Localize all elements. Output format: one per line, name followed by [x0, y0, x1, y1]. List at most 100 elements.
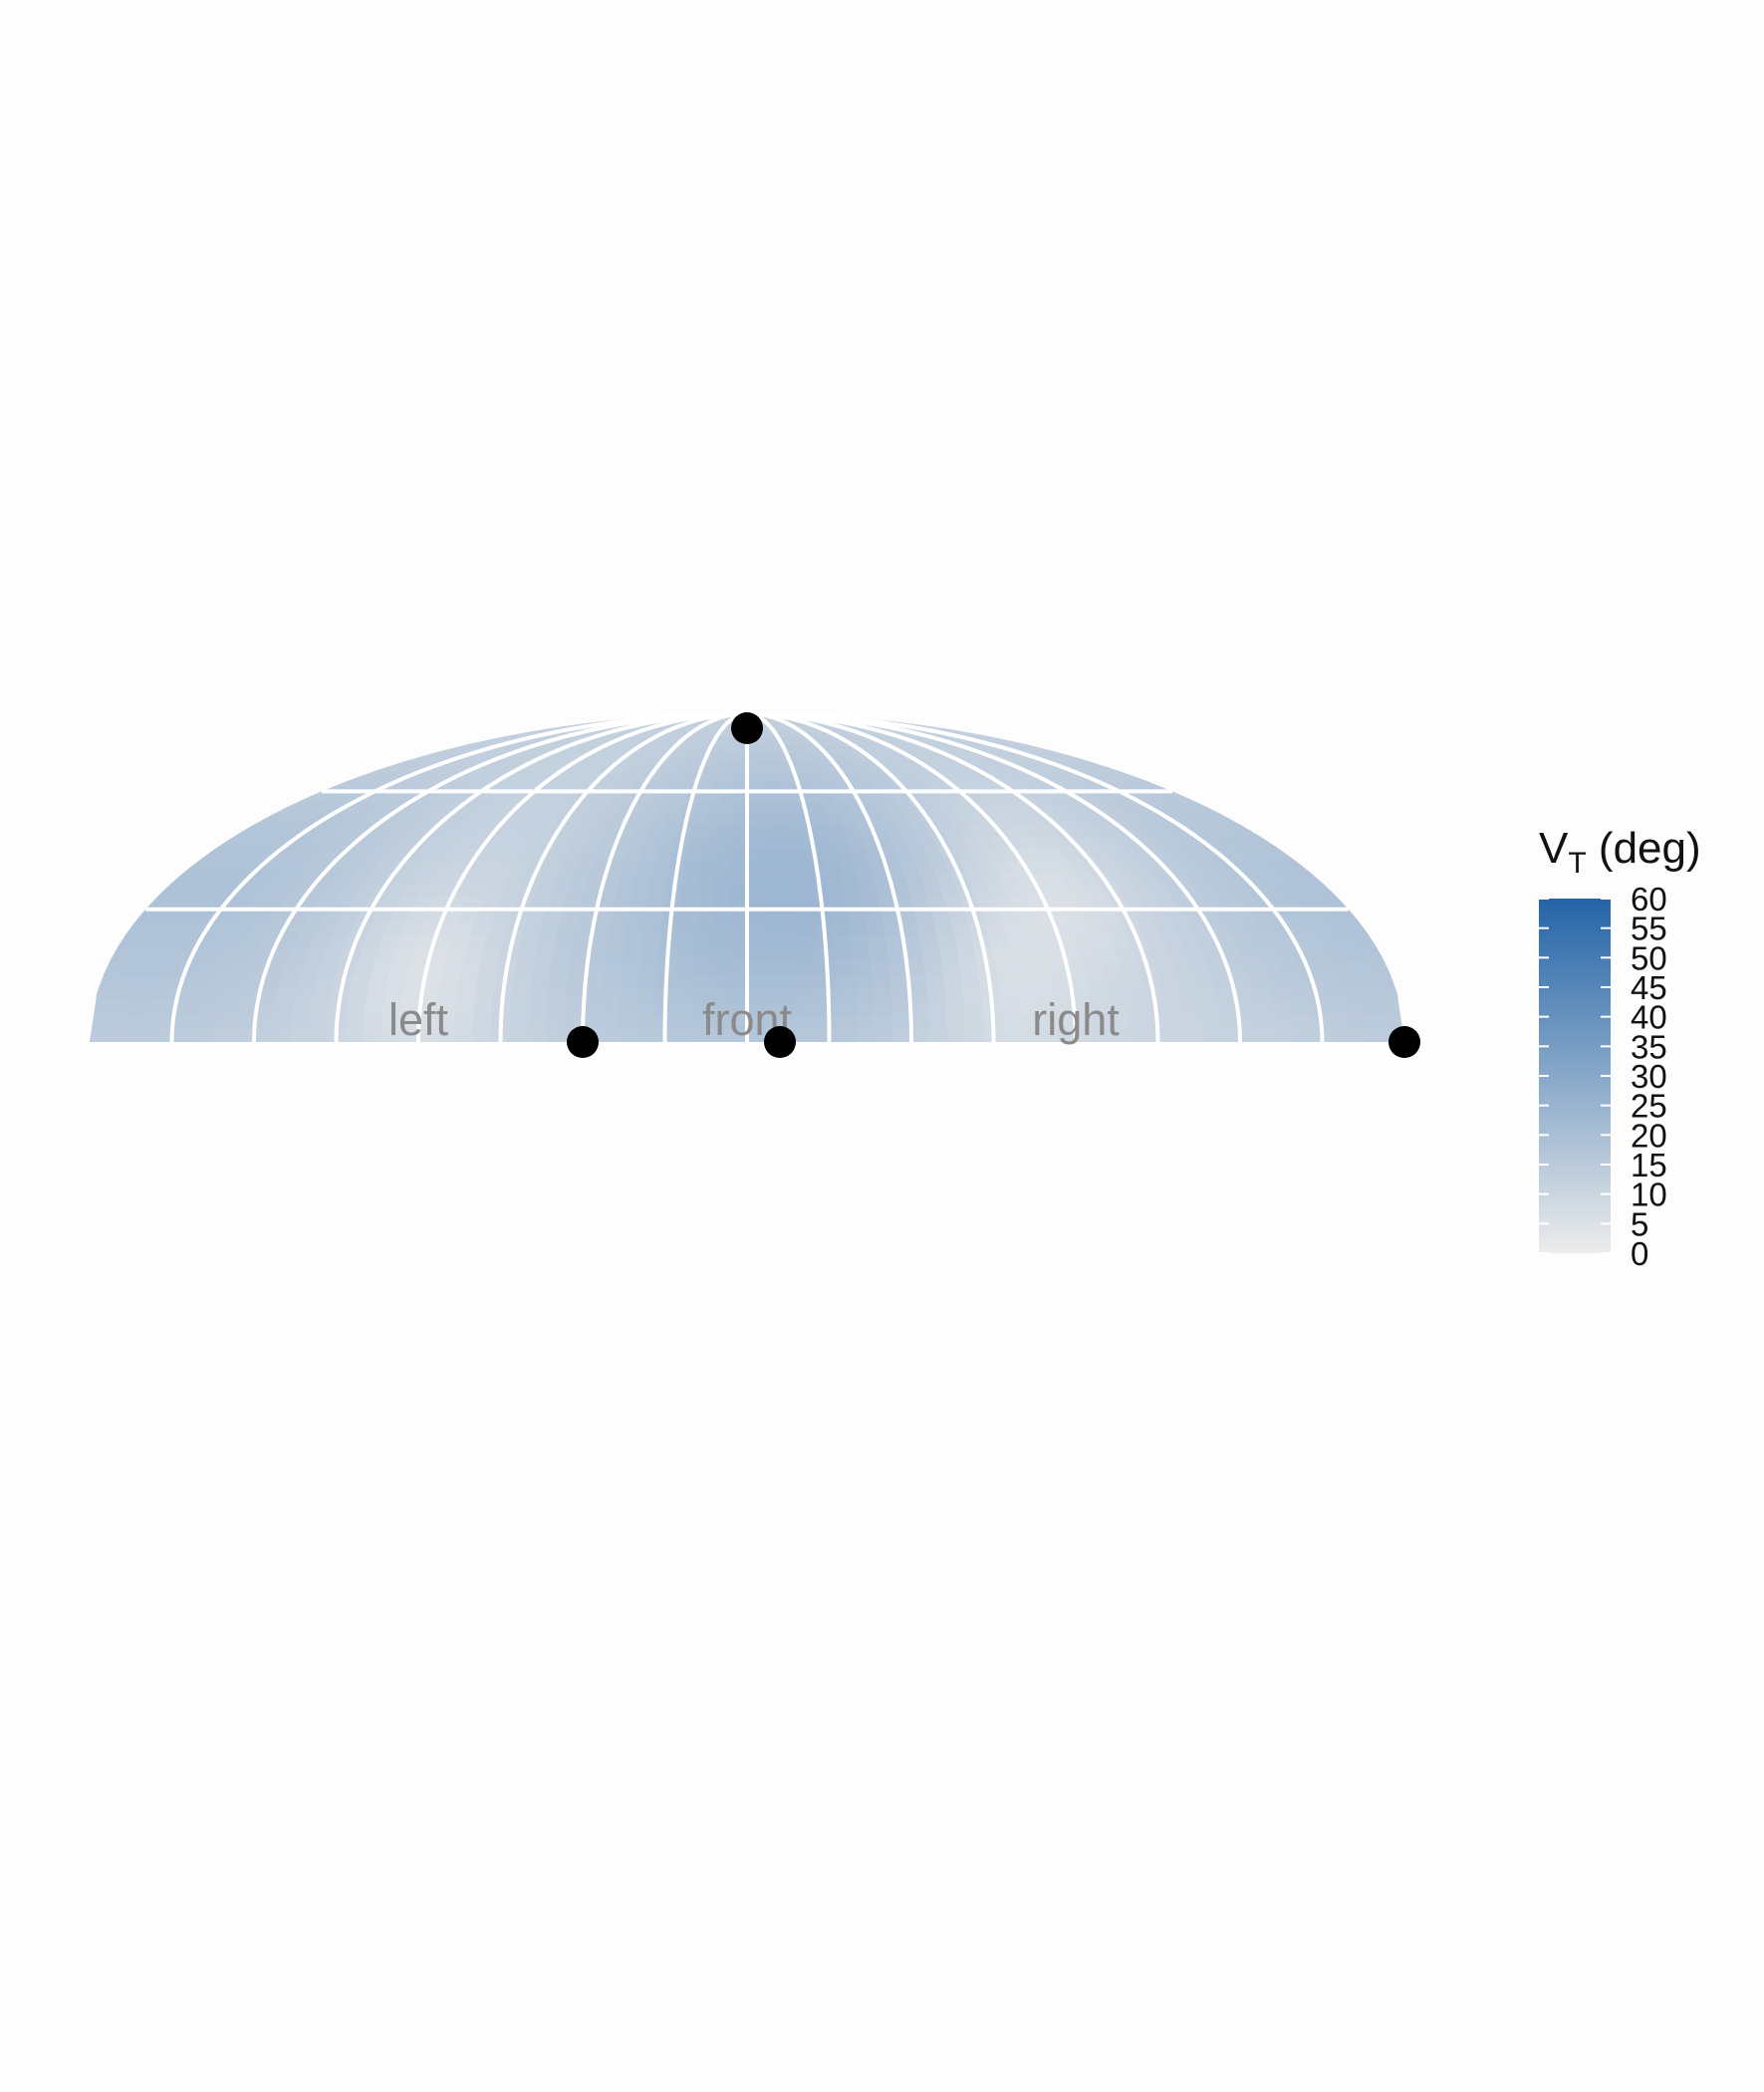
heat-cell: [918, 934, 940, 949]
heat-cell: [781, 934, 801, 949]
heat-cell: [800, 973, 820, 989]
heat-cell: [218, 1000, 241, 1016]
heat-cell: [831, 921, 852, 936]
heat-cell: [797, 921, 817, 936]
heat-cell: [910, 1027, 930, 1042]
heat-cell: [683, 859, 702, 873]
heat-cell: [442, 960, 465, 975]
heat-cell: [626, 921, 646, 936]
legend-title-unit: (deg): [1587, 824, 1701, 873]
heat-cell: [1381, 1000, 1403, 1016]
heat-cell: [1272, 1000, 1294, 1016]
heat-cell: [548, 973, 570, 989]
heat-cell: [716, 835, 734, 849]
heat-cell: [762, 871, 780, 885]
heat-cell: [923, 960, 944, 975]
heat-cell: [1256, 1014, 1277, 1029]
heat-cell: [725, 761, 738, 772]
heat-cell: [699, 859, 718, 873]
meridian-line: [746, 711, 1078, 1043]
heat-cell: [652, 859, 672, 873]
heat-cell: [1162, 1000, 1185, 1016]
heat-cell: [851, 947, 872, 962]
heat-cell: [730, 883, 748, 898]
heat-cell: [921, 947, 943, 962]
heat-cell: [916, 921, 938, 936]
heat-cell: [865, 921, 886, 936]
heat-cell: [891, 1014, 912, 1029]
direction-label-left: left: [388, 994, 449, 1045]
data-point: [567, 1026, 599, 1058]
meridian-line: [334, 711, 748, 1043]
heat-cell: [834, 947, 855, 962]
heat-cell: [856, 1027, 876, 1042]
heat-cell: [476, 973, 498, 989]
heat-cell: [143, 1014, 165, 1029]
heat-cell: [348, 987, 370, 1002]
heat-cell: [1160, 987, 1183, 1002]
data-point: [731, 712, 763, 744]
heat-cell: [956, 947, 978, 962]
heat-cell: [455, 1000, 476, 1016]
legend-tick-label: 0: [1631, 1235, 1648, 1272]
heat-cell: [720, 801, 736, 814]
heat-cell: [638, 960, 659, 975]
heat-cell: [762, 883, 781, 898]
heat-cell: [624, 934, 644, 949]
heat-cell: [940, 960, 962, 975]
heat-cell: [873, 987, 893, 1002]
heat-cell: [793, 871, 812, 885]
heat-cell: [1127, 1000, 1148, 1016]
heat-cell: [641, 934, 661, 949]
heat-cell: [693, 947, 713, 962]
heat-cell: [108, 1014, 129, 1029]
heat-cell: [798, 934, 818, 949]
heat-cell: [711, 921, 731, 936]
heat-cell: [619, 1014, 638, 1029]
heat-cell: [454, 1027, 474, 1042]
heat-cell: [774, 835, 792, 849]
heat-cell: [620, 973, 640, 989]
heat-cell: [1165, 1027, 1186, 1042]
heat-cell: [1182, 1014, 1204, 1029]
heat-cell: [182, 1000, 204, 1016]
heat-cell: [837, 1014, 858, 1029]
heat-cell: [345, 1014, 366, 1029]
heat-cell: [746, 847, 763, 861]
heat-cell: [309, 1000, 332, 1016]
heat-cell: [126, 1027, 146, 1042]
heat-cell: [1029, 960, 1052, 975]
heat-cell: [674, 973, 694, 989]
heat-cell: [275, 987, 298, 1002]
heat-cell: [781, 947, 801, 962]
heat-cell: [836, 973, 857, 989]
heat-cell: [848, 921, 869, 936]
legend-title: VT (deg): [1539, 824, 1701, 880]
heat-cell: [478, 960, 500, 975]
heat-cell: [564, 1000, 585, 1016]
meridian-line: [498, 711, 748, 1043]
heat-cell: [693, 801, 710, 814]
heat-cell: [789, 835, 807, 849]
heat-cell: [202, 987, 226, 1002]
heat-cell: [1274, 1014, 1296, 1029]
heat-cell: [775, 847, 794, 861]
heat-cell: [909, 1014, 930, 1029]
heat-cell: [1275, 1027, 1296, 1042]
heat-cell: [1239, 1027, 1259, 1042]
heat-cell: [712, 770, 727, 782]
heat-cell: [909, 1000, 930, 1016]
heat-cell: [728, 934, 748, 949]
heat-cell: [532, 960, 554, 975]
heat-cell: [867, 934, 888, 949]
heat-cell: [778, 883, 797, 898]
heat-cell: [728, 973, 748, 989]
meridian-line: [746, 711, 832, 1042]
heat-cell: [711, 934, 731, 949]
heat-cell: [527, 1027, 548, 1042]
heat-cell: [293, 987, 316, 1002]
heat-cell: [217, 1014, 238, 1029]
heat-cell: [472, 1027, 493, 1042]
